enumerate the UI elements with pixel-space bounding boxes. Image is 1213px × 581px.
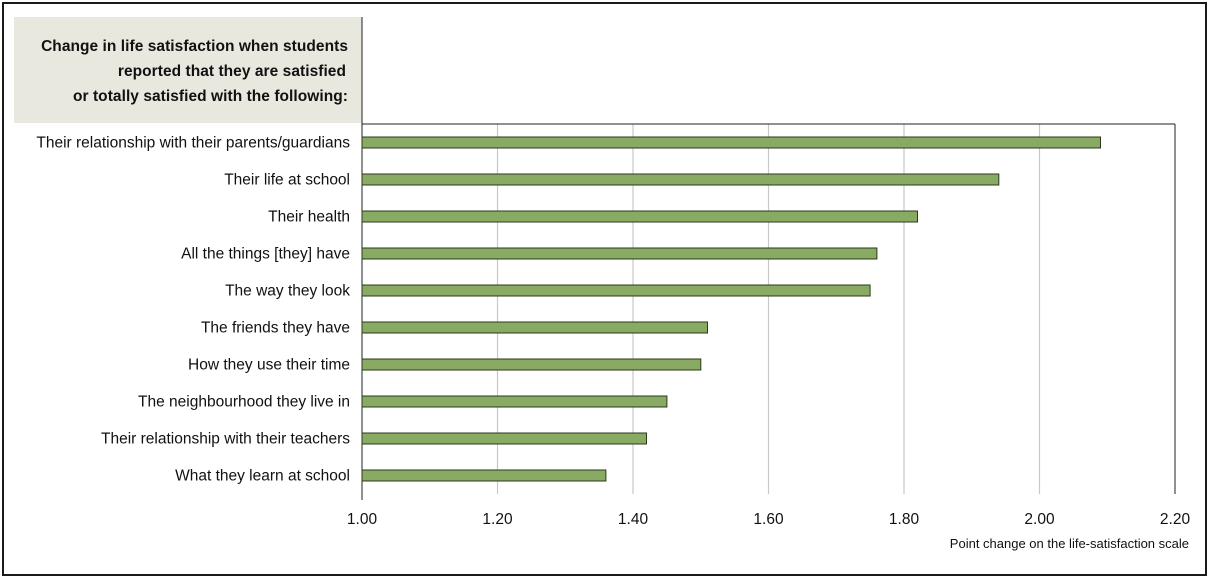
- category-label: Their life at school: [224, 172, 350, 189]
- bar: [361, 136, 1101, 149]
- x-tick-label: 1.00: [347, 511, 378, 528]
- x-tick-label: 1.80: [889, 511, 920, 528]
- bar: [361, 469, 607, 482]
- category-label: All the things [they] have: [181, 246, 350, 263]
- category-label: The way they look: [225, 283, 350, 300]
- chart-title-line-1: Change in life satisfaction when student…: [41, 38, 348, 55]
- category-label: Their relationship with their parents/gu…: [36, 135, 350, 152]
- category-label: Their health: [268, 209, 350, 226]
- category-label: Their relationship with their teachers: [101, 431, 350, 448]
- bar: [361, 210, 918, 223]
- x-tick-label: 1.20: [482, 511, 513, 528]
- category-label: How they use their time: [188, 357, 350, 374]
- x-tick-label: 1.40: [618, 511, 649, 528]
- category-label: What they learn at school: [175, 468, 350, 485]
- bar: [361, 173, 1000, 186]
- bar: [361, 247, 878, 260]
- bar: [361, 395, 668, 408]
- bar: [361, 358, 702, 371]
- category-label: The friends they have: [201, 320, 350, 337]
- bar: [361, 284, 871, 297]
- x-tick-label: 2.00: [1024, 511, 1055, 528]
- bar: [361, 432, 647, 445]
- x-axis-label: Point change on the life-satisfaction sc…: [950, 536, 1189, 551]
- chart-title-box: Change in life satisfaction when student…: [14, 17, 362, 123]
- category-label: The neighbourhood they live in: [138, 394, 350, 411]
- bar: [361, 321, 708, 334]
- x-tick-label: 2.20: [1160, 511, 1191, 528]
- chart-title-line-3: or totally satisfied with the following:: [73, 88, 348, 105]
- x-tick-label: 1.60: [753, 511, 784, 528]
- chart-title-line-2: reported that they are satisfied: [117, 63, 346, 80]
